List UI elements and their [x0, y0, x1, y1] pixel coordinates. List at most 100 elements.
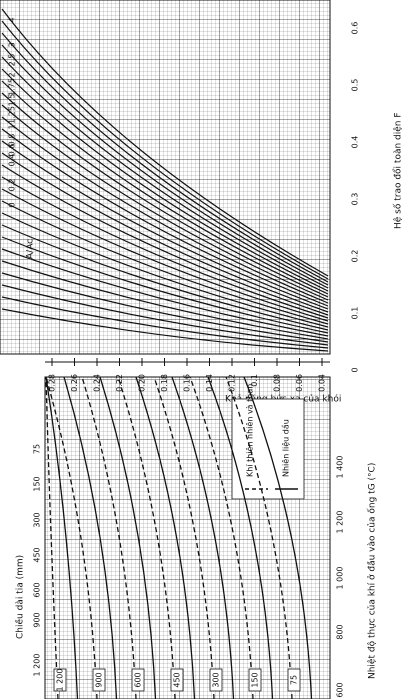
left-x-tick-label: 800	[336, 624, 345, 639]
right-x-tick-label: 0.1	[351, 307, 360, 320]
right-curve	[1, 308, 329, 352]
legend-box	[231, 398, 305, 500]
left-curve	[45, 376, 98, 699]
right-x-tick-label: 0	[351, 367, 360, 372]
right-curve	[1, 284, 329, 346]
right-curve	[1, 104, 329, 301]
curve-label: 75	[290, 675, 299, 685]
curve-label-box	[209, 668, 223, 692]
right-curve	[1, 296, 329, 349]
left-curve	[45, 376, 79, 699]
right-curve	[1, 200, 329, 325]
left-curve	[81, 376, 137, 699]
left-curve	[171, 376, 235, 699]
curve-label: 150	[251, 672, 260, 687]
right-curve	[1, 56, 329, 289]
left-curve	[153, 376, 215, 699]
right-curve	[1, 20, 329, 280]
right-curve	[1, 140, 329, 310]
ratio-label: A/Ac	[26, 239, 36, 259]
curve-label-box	[92, 668, 106, 692]
left-curve	[117, 376, 176, 699]
right-curve	[1, 92, 329, 298]
right-grid-major	[0, 0, 331, 355]
left-y-axis-label: Chiều dài tia (mm)	[15, 555, 26, 639]
left-curve	[63, 376, 118, 699]
left-curve	[225, 376, 293, 699]
curve-label: 900	[95, 672, 104, 687]
left-y-tick-label: 300	[33, 512, 42, 527]
left-x-tick-label: 600	[336, 682, 345, 697]
left-curve	[189, 376, 254, 699]
right-curve	[1, 152, 329, 313]
left-x-axis-label: Nhiệt độ thực của khí ở đầu vào của ống …	[367, 463, 378, 679]
ratio-tick-label: 4	[8, 17, 17, 22]
middle-tick-label: 0.06	[295, 374, 304, 392]
legend-text: Nhiên liệu dầu	[281, 419, 291, 477]
left-y-tick-label: 75	[33, 444, 42, 454]
right-x-tick-label: 0.4	[351, 136, 360, 149]
left-curve	[99, 376, 157, 699]
left-y-tick-label: 450	[33, 547, 42, 562]
curve-label: 600	[134, 672, 143, 687]
left-curve	[135, 376, 196, 699]
right-curve	[1, 188, 329, 322]
right-curve	[1, 212, 329, 328]
ratio-tick-label: 1.5	[8, 94, 17, 107]
middle-tick-label: 0.12	[228, 374, 237, 392]
right-x-tick-label: 0.5	[351, 79, 360, 92]
legend-text: Khí thiên nhiên và than	[245, 384, 255, 477]
ratio-tick-label: 0.2	[8, 179, 17, 192]
ratio-tick-label: 1.75	[8, 78, 17, 96]
left-y-tick-label: 900	[33, 612, 42, 627]
middle-tick-label: 0.08	[273, 374, 282, 392]
legend: Khí thiên nhiên và than Nhiên liệu dầu	[231, 384, 305, 500]
ratio-tick-label: 0.8	[8, 134, 17, 147]
left-x-tick-label: 1 200	[336, 511, 345, 534]
right-curve	[1, 128, 329, 307]
middle-tick-label: 0.16	[183, 374, 192, 392]
middle-tick-label: 0.24	[93, 374, 102, 392]
right-curve	[1, 260, 329, 340]
ratio-tick-label: 1.25	[8, 106, 17, 124]
right-curve	[1, 176, 329, 319]
right-curve	[1, 224, 329, 331]
middle-tick-label: 0.28	[48, 374, 57, 392]
curve-label-box	[53, 668, 67, 692]
right-curve	[1, 32, 329, 283]
ratio-tick-label: 0	[8, 202, 17, 207]
right-x-tick-label: 0.3	[351, 193, 360, 206]
curve-label-box	[248, 668, 262, 692]
right-curve	[1, 8, 329, 277]
right-curve	[1, 80, 329, 295]
right-curve	[1, 68, 329, 292]
middle-tick-label: 0.20	[138, 374, 147, 392]
middle-tick-label: 0.04	[318, 374, 327, 392]
curve-label-box	[170, 668, 184, 692]
curve-label-box	[131, 668, 145, 692]
left-y-tick-label: 150	[33, 476, 42, 491]
right-curve	[1, 272, 329, 343]
left-x-tick-label: 1 000	[336, 567, 345, 590]
right-x-axis-label: Hệ số trao đổi toàn diện F	[393, 112, 404, 229]
right-curve	[1, 116, 329, 304]
rotated-figure: Chiều dài tia (mm) Nhiệt độ thực của khí…	[0, 0, 404, 699]
left-y-tick-label: 1 200	[33, 654, 42, 677]
middle-tick-label: 0.18	[160, 374, 169, 392]
left-curve	[207, 376, 274, 699]
middle-tick-label: 0.1	[250, 374, 259, 387]
ratio-tick-label: 2.5	[8, 54, 17, 67]
right-x-tick-label: 0.2	[351, 250, 360, 263]
right-curve	[1, 236, 329, 334]
curve-label: 1 200	[56, 669, 65, 692]
middle-tick-label: 0.26	[70, 374, 79, 392]
ratio-tick-label: 0.6	[8, 144, 17, 157]
left-x-tick-label: 1 400	[336, 456, 345, 479]
left-y-tick-label: 600	[33, 582, 42, 597]
right-curve	[1, 248, 329, 337]
curve-label-box	[287, 668, 301, 692]
ratio-tick-label: 1	[8, 124, 17, 129]
curve-label: 450	[173, 672, 182, 687]
right-curve	[1, 164, 329, 316]
